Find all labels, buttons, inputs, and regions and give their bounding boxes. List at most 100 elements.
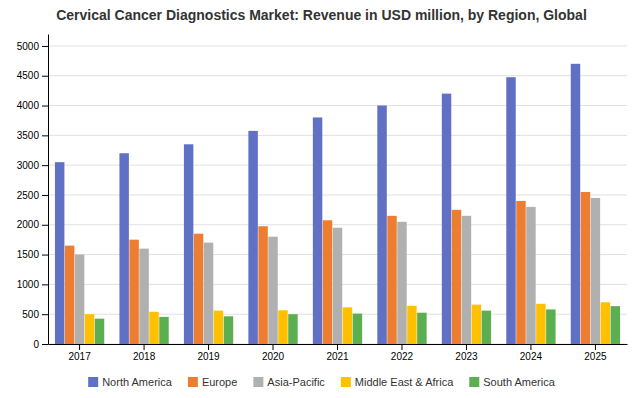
bar-series <box>55 64 580 344</box>
bar <box>506 77 515 344</box>
tick-mark <box>42 314 48 315</box>
grid-line <box>48 224 627 225</box>
bar <box>417 313 426 344</box>
tick-label: 1500 <box>17 249 40 260</box>
tick-mark <box>42 106 48 107</box>
tick-label: 3000 <box>17 160 40 171</box>
bar <box>581 192 590 344</box>
axis-line <box>48 35 49 345</box>
tick-label: 4000 <box>17 100 40 111</box>
legend-label: North America <box>102 376 173 388</box>
bar <box>248 131 257 344</box>
tick-mark <box>42 255 48 256</box>
legend-label: Asia-Pacific <box>267 376 325 388</box>
tick: 0 <box>33 339 48 350</box>
bar <box>204 243 213 344</box>
bar <box>65 246 74 344</box>
tick-label: 2019 <box>197 351 220 362</box>
tick-label: 4500 <box>17 70 40 81</box>
tick-label: 2021 <box>326 351 349 362</box>
tick-mark <box>530 344 531 350</box>
tick-label: 2022 <box>391 351 414 362</box>
bar <box>387 216 396 344</box>
tick-label: 2025 <box>584 351 607 362</box>
bar <box>214 311 223 344</box>
bar <box>258 226 267 344</box>
tick-label: 2024 <box>520 351 543 362</box>
bar <box>571 64 580 344</box>
legend-item: Middle East & Africa <box>341 376 454 388</box>
bar <box>452 210 461 344</box>
tick: 3000 <box>17 160 48 171</box>
bar <box>139 249 148 344</box>
tick: 500 <box>22 309 48 320</box>
tick-mark <box>42 46 48 47</box>
bar-series <box>75 198 600 344</box>
bar <box>536 304 545 344</box>
bar <box>95 319 104 344</box>
tick-label: 3500 <box>17 130 40 141</box>
y-axis: 0 500 1000 1500 2000 2500 3000 3500 4000 4500 5000 <box>17 35 49 350</box>
legend-item: North America <box>88 376 173 388</box>
bar <box>546 309 555 344</box>
tick-mark <box>42 165 48 166</box>
bar <box>526 207 535 344</box>
tick-mark <box>42 76 48 77</box>
tick-mark <box>595 344 596 350</box>
tick-label: 2017 <box>68 351 91 362</box>
bar <box>278 310 287 344</box>
tick-label: 1000 <box>17 279 40 290</box>
bar <box>601 302 610 344</box>
tick-mark <box>466 344 467 350</box>
tick: 4000 <box>17 100 48 111</box>
bar <box>55 162 64 344</box>
plot: 0 500 1000 1500 2000 2500 3000 3500 4000 4500 5000… <box>17 35 628 363</box>
tick-mark <box>144 344 145 350</box>
bar <box>516 201 525 344</box>
bar <box>323 220 332 344</box>
bar <box>85 314 94 344</box>
bar <box>397 222 406 344</box>
grid-line <box>48 45 627 46</box>
tick: 2500 <box>17 190 48 201</box>
bar <box>377 106 386 344</box>
bar <box>353 314 362 344</box>
grid-line <box>48 135 627 136</box>
tick: 2024 <box>520 344 543 362</box>
legend-item: Europe <box>188 376 237 388</box>
bar <box>343 307 352 344</box>
grid-line <box>48 105 627 106</box>
tick-label: 2500 <box>17 190 40 201</box>
tick-mark <box>42 195 48 196</box>
tick-mark <box>42 225 48 226</box>
tick: 2025 <box>584 344 607 362</box>
grid-line <box>48 165 627 166</box>
tick: 1000 <box>17 279 48 290</box>
tick: 2018 <box>133 344 156 362</box>
legend-label: Middle East & Africa <box>355 376 454 388</box>
bar <box>591 198 600 344</box>
bar <box>288 314 297 344</box>
tick-label: 2000 <box>17 219 40 230</box>
legend-swatch <box>341 377 351 387</box>
chart: Cervical Cancer Diagnostics Market: Reve… <box>0 0 643 398</box>
bar <box>268 237 277 344</box>
tick: 1500 <box>17 249 48 260</box>
bar <box>462 216 471 344</box>
bar <box>184 144 193 344</box>
bar <box>224 316 233 344</box>
tick: 5000 <box>17 41 48 52</box>
tick-mark <box>42 344 48 345</box>
bar <box>313 117 322 344</box>
tick-mark <box>337 344 338 350</box>
tick-mark <box>208 344 209 350</box>
legend-swatch <box>253 377 263 387</box>
tick-mark <box>79 344 80 350</box>
tick: 2022 <box>391 344 414 362</box>
title: Cervical Cancer Diagnostics Market: Reve… <box>56 7 587 23</box>
tick-label: 500 <box>22 309 39 320</box>
tick: 2000 <box>17 219 48 230</box>
bar <box>75 255 84 344</box>
legend-swatch <box>88 377 98 387</box>
tick-label: 2023 <box>455 351 478 362</box>
